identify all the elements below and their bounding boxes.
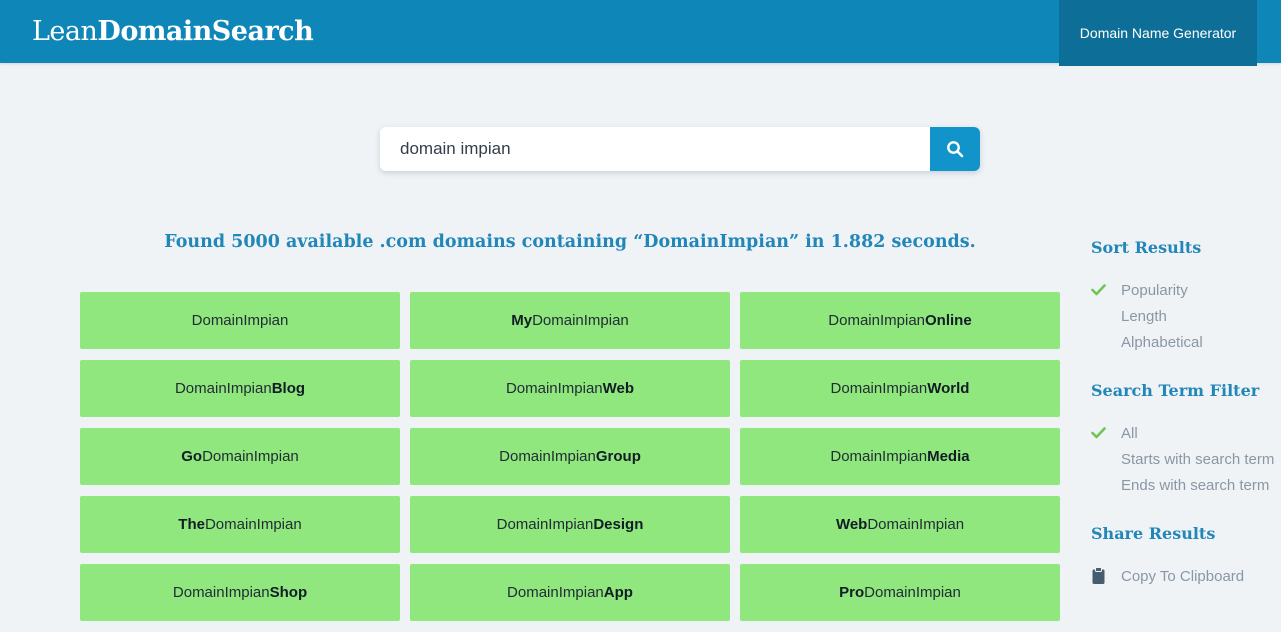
check-icon: [1091, 284, 1121, 296]
filter-option-label: All: [1121, 424, 1138, 442]
filter-option-starts-with[interactable]: Starts with search term: [1091, 446, 1281, 472]
share-results-heading: Share Results: [1091, 524, 1216, 543]
nav-tab-label: Domain Name Generator: [1079, 25, 1237, 41]
domain-term: DomainImpian: [204, 516, 302, 533]
domain-result[interactable]: DomainImpian World: [740, 360, 1060, 417]
domain-term: DomainImpian: [867, 516, 965, 533]
domain-suffix: Blog: [271, 380, 306, 397]
domain-term: DomainImpian: [830, 380, 928, 397]
header: LeanDomainSearch Domain Name Generator: [0, 0, 1281, 66]
domain-result[interactable]: DomainImpian: [80, 292, 400, 349]
domain-result[interactable]: DomainImpian Media: [740, 428, 1060, 485]
domain-suffix: Online: [925, 312, 972, 329]
sort-option-label: Alphabetical: [1121, 333, 1203, 351]
search-input[interactable]: [380, 127, 930, 171]
sort-results-heading: Sort Results: [1091, 238, 1202, 257]
domain-result[interactable]: DomainImpian Group: [410, 428, 730, 485]
domain-result[interactable]: DomainImpian Design: [410, 496, 730, 553]
search-term-filter-heading: Search Term Filter: [1091, 381, 1260, 400]
domain-term: DomainImpian: [864, 584, 961, 601]
domain-term: DomainImpian: [496, 516, 594, 533]
filter-options: All Starts with search term Ends with se…: [1091, 420, 1281, 498]
domain-result[interactable]: Web DomainImpian: [740, 496, 1060, 553]
filter-option-label: Ends with search term: [1121, 476, 1270, 494]
domain-term: DomainImpian: [172, 584, 270, 601]
copy-to-clipboard-label: Copy To Clipboard: [1121, 567, 1245, 585]
sort-option-popularity[interactable]: Popularity: [1091, 277, 1281, 303]
sort-option-alphabetical[interactable]: Alphabetical: [1091, 329, 1281, 355]
tab-domain-name-generator[interactable]: Domain Name Generator: [1059, 0, 1257, 66]
domain-term: DomainImpian: [828, 312, 926, 329]
clipboard-icon: [1091, 567, 1121, 585]
domain-prefix: The: [178, 516, 205, 533]
domain-result[interactable]: Go DomainImpian: [80, 428, 400, 485]
domain-suffix: Group: [595, 448, 641, 465]
domain-term: DomainImpian: [505, 380, 603, 397]
domain-term: DomainImpian: [191, 312, 289, 329]
domain-suffix: Media: [927, 448, 970, 465]
logo-bold: DomainSearch: [97, 16, 314, 47]
filter-option-all[interactable]: All: [1091, 420, 1281, 446]
domain-result[interactable]: The DomainImpian: [80, 496, 400, 553]
domain-result[interactable]: Pro DomainImpian: [740, 564, 1060, 621]
sort-option-label: Popularity: [1121, 281, 1188, 299]
domain-term: DomainImpian: [174, 380, 272, 397]
domain-result[interactable]: DomainImpian Online: [740, 292, 1060, 349]
domain-prefix: My: [511, 312, 533, 329]
domain-term: DomainImpian: [830, 448, 928, 465]
domain-term: DomainImpian: [507, 584, 604, 601]
domain-suffix: World: [927, 380, 970, 397]
results-summary: Found 5000 available .com domains contai…: [164, 232, 976, 252]
site-logo[interactable]: LeanDomainSearch: [32, 16, 314, 47]
search-bar: [380, 127, 980, 171]
domain-term: DomainImpian: [532, 312, 629, 329]
search-icon: [945, 139, 965, 159]
domain-prefix: Pro: [839, 584, 865, 601]
sort-option-length[interactable]: Length: [1091, 303, 1281, 329]
domain-suffix: App: [603, 584, 633, 601]
domain-term: DomainImpian: [202, 448, 299, 465]
logo-regular: Lean: [32, 16, 98, 47]
domain-result[interactable]: My DomainImpian: [410, 292, 730, 349]
filter-option-label: Starts with search term: [1121, 450, 1275, 468]
sort-option-label: Length: [1121, 307, 1167, 325]
domain-prefix: Go: [181, 448, 203, 465]
domain-suffix: Web: [602, 380, 635, 397]
domain-suffix: Design: [593, 516, 644, 533]
domain-result[interactable]: DomainImpian Web: [410, 360, 730, 417]
content: Found 5000 available .com domains contai…: [0, 171, 1281, 621]
domain-result[interactable]: DomainImpian Shop: [80, 564, 400, 621]
results-column: Found 5000 available .com domains contai…: [80, 171, 1060, 621]
search-button[interactable]: [930, 127, 980, 171]
copy-to-clipboard-button[interactable]: Copy To Clipboard: [1091, 567, 1281, 585]
domain-result[interactable]: DomainImpian App: [410, 564, 730, 621]
domain-results-grid: DomainImpian My DomainImpian DomainImpian…: [80, 292, 1060, 621]
domain-prefix: Web: [835, 516, 868, 533]
domain-result[interactable]: DomainImpian Blog: [80, 360, 400, 417]
filter-option-ends-with[interactable]: Ends with search term: [1091, 472, 1281, 498]
check-icon: [1091, 427, 1121, 439]
sidebar: Sort Results Popularity Length: [1091, 171, 1281, 585]
sort-options: Popularity Length Alphabetical: [1091, 277, 1281, 355]
domain-suffix: Shop: [269, 584, 308, 601]
domain-term: DomainImpian: [499, 448, 596, 465]
